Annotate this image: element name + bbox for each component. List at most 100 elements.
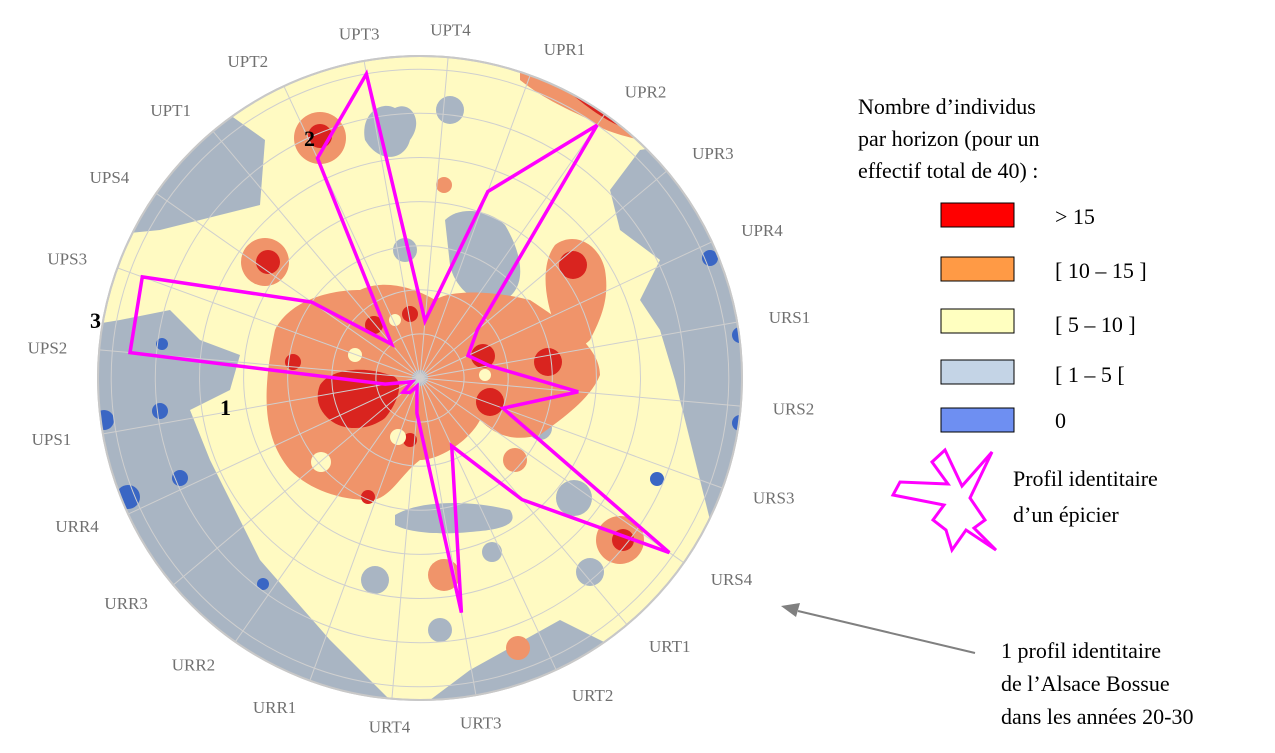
legend-swatch-low [940, 359, 1015, 385]
axis-label-ups1: UPS1 [32, 430, 72, 449]
zero-spot-6 [152, 403, 168, 419]
axis-label-urs2: URS2 [773, 400, 815, 419]
zero-spot-4 [650, 472, 664, 486]
legend-swatch-mid [940, 308, 1015, 334]
radar-outer-ring [97, 55, 743, 701]
grid-spoke [102, 377, 421, 435]
legend-swatch-very-high [940, 202, 1015, 228]
grid-spoke [127, 377, 421, 515]
low-spot-3 [361, 566, 389, 594]
grid-spoke [419, 377, 557, 671]
annotation-line-1: 1 profil identitaire [1001, 638, 1161, 663]
grid-spoke [419, 75, 531, 379]
mid-hole-5 [479, 369, 491, 381]
axis-label-urs3: URS3 [753, 489, 795, 508]
legend-label-high: [ 10 – 15 ] [1055, 258, 1147, 283]
axis-label-ups3: UPS3 [47, 249, 87, 268]
very-high-spot-10 [403, 433, 417, 447]
axis-label-upt4: UPT4 [430, 20, 471, 39]
low-spot-8 [576, 558, 604, 586]
grid-spoke [234, 377, 421, 643]
grid-ring [243, 201, 597, 555]
grid-spoke [155, 192, 421, 379]
axis-label-urt3: URT3 [460, 714, 501, 733]
grid-spoke [419, 377, 477, 696]
legend-label-very-high: > 15 [1055, 204, 1095, 229]
grid-spoke [419, 321, 738, 379]
legend-swatch-zero [940, 407, 1015, 433]
grid-spoke [391, 377, 421, 699]
legend-title-line-1: Nombre d’individus [858, 94, 1036, 119]
axis-label-urr3: URR3 [104, 594, 147, 613]
axis-label-upr2: UPR2 [625, 82, 667, 101]
low-zone-center-north [445, 210, 521, 303]
grid-spoke [117, 267, 421, 379]
low-spot-2 [436, 96, 464, 124]
grid-spoke [419, 377, 685, 564]
identity-profile-polygon [127, 69, 671, 613]
grid-ring [287, 245, 553, 511]
axis-label-urt4: URT4 [369, 718, 411, 737]
axis-labels: UPR1 UPR2 UPR3 UPR4 URS1 URS2 URS3 URS4 URT1 URT2… [28, 20, 815, 736]
axis-label-urr2: URR2 [172, 656, 215, 675]
legend-profile-label-line-1: Profil identitaire [1013, 466, 1158, 491]
axis-label-urs4: URS4 [711, 570, 753, 589]
legend-profile-shape-icon [890, 447, 998, 554]
grid-ring [154, 112, 686, 644]
annotation-line-2: de l’Alsace Bossue [1001, 671, 1170, 696]
low-spot-7 [556, 480, 592, 516]
high-spot-7 [506, 636, 530, 660]
marker-2: 2 [304, 126, 315, 151]
mid-hole-1 [348, 348, 362, 362]
zero-spot-9 [98, 410, 114, 430]
zero-spot-8 [116, 485, 140, 509]
grid-spoke [419, 377, 741, 407]
very-high-spot-8 [365, 316, 383, 334]
annotation-line-3: dans les années 20-30 [1001, 704, 1193, 729]
mid-density-holes [311, 314, 491, 472]
zero-spot-5 [156, 338, 168, 350]
zero-spot-7 [172, 470, 188, 486]
low-spot-4 [428, 618, 452, 642]
low-zone-east [610, 140, 742, 690]
legend-label-low: [ 1 – 5 [ [1055, 362, 1125, 387]
legend-label-zero: 0 [1055, 408, 1066, 433]
grid-spoke [419, 170, 668, 379]
grid-ring [110, 68, 730, 688]
very-high-spot-4 [534, 348, 562, 376]
axis-label-ups2: UPS2 [28, 339, 68, 358]
axis-label-upt2: UPT2 [227, 52, 268, 71]
axis-label-urr4: URR4 [55, 517, 99, 536]
very-high-spot-3 [559, 251, 587, 279]
axis-label-ups4: UPS4 [90, 168, 130, 187]
grid-spoke [419, 113, 606, 379]
marker-3: 3 [90, 308, 101, 333]
legend: Nombre d’individus par horizon (pour un … [858, 94, 1158, 554]
high-zone-core [266, 284, 600, 500]
grid-spoke [419, 377, 723, 489]
axis-label-upt3: UPT3 [339, 24, 380, 43]
axis-label-urs1: URS1 [769, 308, 811, 327]
very-high-spot-5 [471, 344, 495, 368]
grid-spoke [363, 60, 421, 379]
mid-hole-3 [390, 429, 406, 445]
very-high-spot-2 [256, 250, 280, 274]
grid-spoke [283, 85, 421, 379]
grid-spoke [309, 377, 421, 681]
annotation-arrow-line [797, 610, 976, 654]
axis-label-urt2: URT2 [572, 686, 613, 705]
axis-label-urr1: URR1 [253, 698, 296, 717]
very-high-spot-11 [361, 490, 375, 504]
very-high-spot-6 [476, 388, 504, 416]
annotation: 1 profil identitaire de l’Alsace Bossue … [781, 603, 1193, 729]
legend-title-line-2: par horizon (pour un [858, 126, 1039, 151]
legend-title-line-3: effectif total de 40) : [858, 158, 1038, 183]
grid-spoke [172, 377, 421, 586]
axis-label-upr4: UPR4 [741, 221, 783, 240]
marker-1: 1 [220, 395, 231, 420]
annotation-arrow-head [781, 603, 800, 617]
low-spot-5 [482, 542, 502, 562]
very-high-spot-7 [402, 306, 418, 322]
axis-label-urt1: URT1 [649, 637, 690, 656]
